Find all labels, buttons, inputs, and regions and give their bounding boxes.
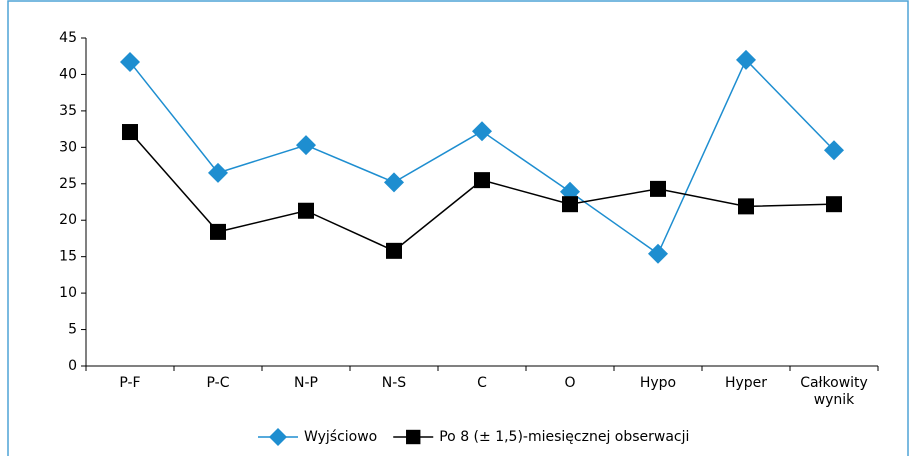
marker xyxy=(474,172,490,189)
marker xyxy=(296,135,316,156)
y-tick-label: 35 xyxy=(59,103,77,119)
legend-label: Wyjściowo xyxy=(304,429,377,445)
legend-label: Po 8 (± 1,5)-miesięcznej obserwacji xyxy=(439,429,689,445)
marker xyxy=(298,202,314,219)
y-tick-label: 30 xyxy=(59,139,77,155)
marker xyxy=(650,180,666,197)
marker xyxy=(208,162,228,183)
series-line xyxy=(129,131,835,252)
marker xyxy=(210,223,226,240)
x-tick-label: O xyxy=(564,375,575,391)
y-tick-label: 40 xyxy=(59,66,77,82)
marker xyxy=(562,196,578,213)
series-line xyxy=(129,58,835,255)
x-tick-label: P-C xyxy=(207,375,230,391)
x-tick-label: Hypo xyxy=(640,375,676,391)
x-tick-label: P-F xyxy=(119,375,140,391)
y-tick-label: 25 xyxy=(59,176,77,192)
marker xyxy=(648,243,668,264)
marker xyxy=(738,198,754,215)
marker xyxy=(406,429,421,445)
y-tick-label: 20 xyxy=(59,212,77,228)
x-tick-label: Hyper xyxy=(725,375,767,391)
marker xyxy=(122,124,138,141)
y-tick-label: 10 xyxy=(59,285,77,301)
x-tick-label: N-P xyxy=(294,375,318,391)
marker xyxy=(384,172,404,193)
marker xyxy=(120,52,140,73)
x-tick-label: N-S xyxy=(382,375,407,391)
y-tick-label: 5 xyxy=(68,322,77,338)
x-tick-label: C xyxy=(477,375,487,391)
x-tick-label: Całkowity wynik xyxy=(800,375,868,408)
marker xyxy=(386,242,402,259)
marker xyxy=(269,428,287,446)
frame xyxy=(7,0,909,456)
marker xyxy=(472,121,492,142)
marker xyxy=(824,140,844,161)
marker xyxy=(826,196,842,213)
marker xyxy=(736,49,756,70)
y-tick-label: 45 xyxy=(59,30,77,46)
y-tick-label: 15 xyxy=(59,249,77,265)
y-tick-label: 0 xyxy=(68,358,77,374)
